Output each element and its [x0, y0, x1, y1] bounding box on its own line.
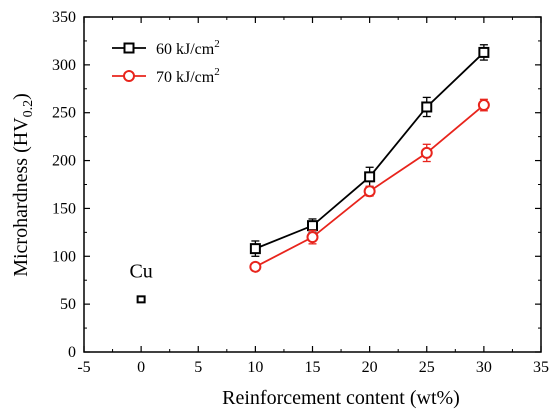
x-tick-label: 0 [137, 359, 145, 376]
plot-frame [83, 16, 542, 353]
legend-item-2: 70 kJ/cm2 [112, 66, 220, 86]
series-1 [249, 44, 490, 257]
data-point [249, 243, 261, 255]
data-point [478, 46, 490, 58]
x-tick-label: 20 [362, 359, 378, 376]
x-tick-label: -5 [77, 359, 90, 376]
y-tick-label: 0 [68, 344, 76, 361]
y-tick-label: 350 [52, 9, 76, 26]
data-point [420, 146, 433, 159]
legend-item-1: 60 kJ/cm2 [112, 38, 220, 58]
x-tick-label: 35 [533, 359, 549, 376]
y-tick-label: 50 [60, 296, 76, 313]
data-point [363, 185, 376, 198]
legend-label: 60 kJ/cm2 [156, 38, 220, 58]
y-tick-label: 150 [52, 200, 76, 217]
reference-point-cu: Cu [129, 260, 153, 304]
y-tick-label: 300 [52, 57, 76, 74]
data-point [421, 101, 433, 113]
series-line [255, 51, 485, 250]
x-tick-label: 5 [194, 359, 202, 376]
y-tick-label: 250 [52, 105, 76, 122]
series-2 [249, 98, 490, 273]
reference-point-marker [136, 295, 146, 304]
x-tick-label: 10 [247, 359, 263, 376]
legend-label-text: 70 kJ/cm [156, 69, 215, 86]
legend-label-text: 60 kJ/cm [156, 41, 215, 58]
y-tick-label: 200 [52, 153, 76, 170]
data-point [306, 231, 319, 244]
x-axis-title: Reinforcement content (wt%) [222, 387, 460, 409]
data-point [249, 260, 262, 273]
y-axis-title-main: Microhardness (HV [10, 117, 32, 277]
legend-label: 70 kJ/cm2 [156, 66, 220, 86]
legend-marker [123, 42, 135, 54]
legend-label-superscript: 2 [214, 66, 220, 78]
y-axis-title-close: ) [10, 93, 32, 100]
reference-point-label: Cu [129, 260, 152, 282]
y-axis-title: Microhardness (HV0.2) [10, 93, 36, 277]
plot-area-border [83, 16, 542, 353]
legend-label-superscript: 2 [214, 38, 220, 50]
chart-marks: Cu [129, 44, 490, 304]
y-tick-label: 100 [52, 248, 76, 265]
legend-marker [123, 70, 135, 82]
data-point [477, 99, 490, 112]
x-tick-label: 15 [305, 359, 321, 376]
data-point [364, 171, 376, 183]
x-tick-label: 30 [476, 359, 492, 376]
data-point [307, 220, 318, 232]
y-axis-title-subscript: 0.2 [21, 100, 36, 118]
x-tick-label: 25 [419, 359, 435, 376]
